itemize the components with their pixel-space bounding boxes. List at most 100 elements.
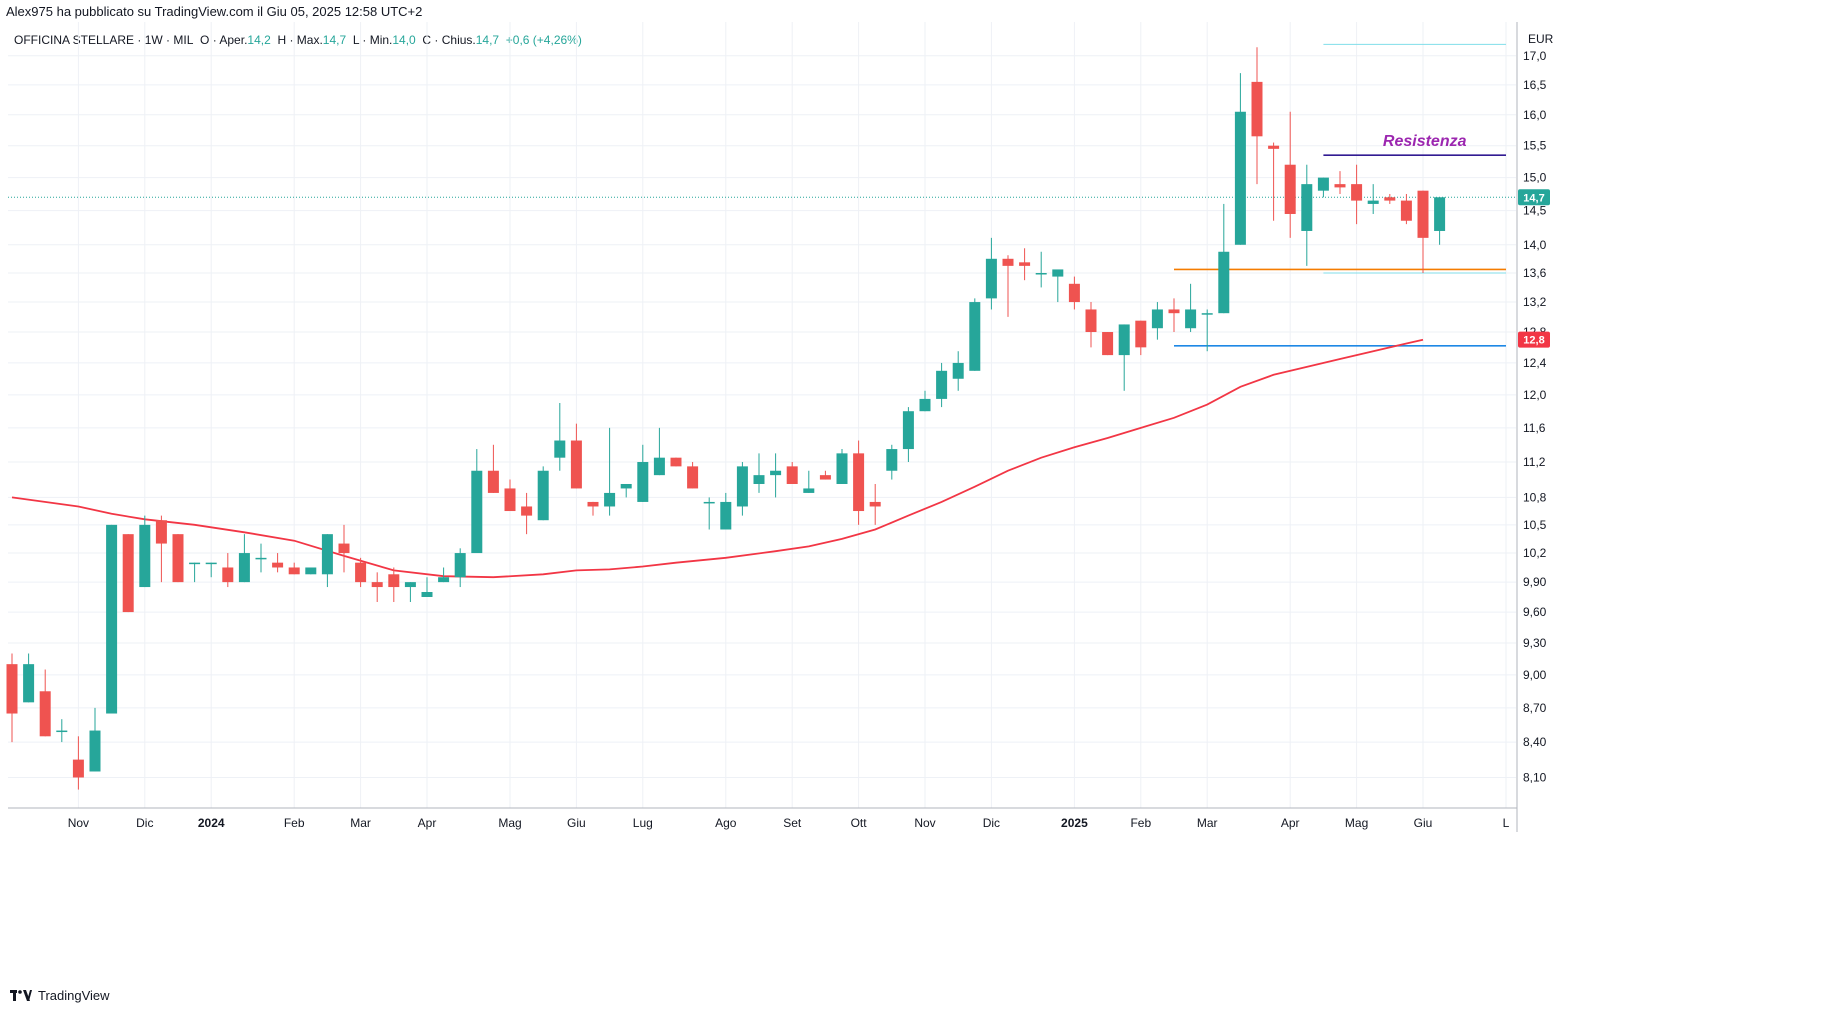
candle xyxy=(1284,111,1296,238)
candle xyxy=(1400,193,1412,225)
candle-body xyxy=(454,553,466,578)
candle xyxy=(554,402,566,471)
x-tick-label: Mag xyxy=(498,816,521,830)
candle xyxy=(770,453,782,498)
change-value: +0,6 (+4,26%) xyxy=(505,33,582,47)
candle xyxy=(23,653,35,703)
candle xyxy=(587,501,599,516)
candle xyxy=(753,453,765,493)
last-price-badge-bg xyxy=(1518,189,1550,206)
candle xyxy=(1301,164,1313,266)
candle-body xyxy=(902,411,914,450)
candle xyxy=(471,449,483,554)
candle-body xyxy=(620,483,632,489)
candle-body xyxy=(554,440,566,458)
y-tick-label: 16,5 xyxy=(1523,78,1547,92)
x-tick-label: Mag xyxy=(1345,816,1368,830)
candle xyxy=(1384,193,1396,204)
x-tick-label: Ago xyxy=(715,816,737,830)
candle-body xyxy=(1068,283,1080,303)
candle-body xyxy=(770,470,782,476)
candle-body xyxy=(1085,309,1097,333)
candle xyxy=(39,669,51,737)
x-tick-label: Apr xyxy=(1281,816,1300,830)
candle-body xyxy=(687,466,699,489)
candle xyxy=(969,298,981,371)
candle xyxy=(438,567,450,583)
candle xyxy=(1135,320,1147,356)
candle-body xyxy=(388,574,400,588)
candle-body xyxy=(222,567,234,583)
candle xyxy=(1367,184,1379,214)
candle xyxy=(1268,142,1280,221)
candle xyxy=(371,572,383,602)
candle xyxy=(902,407,914,463)
candle xyxy=(786,462,798,484)
candle xyxy=(1168,298,1180,333)
candle xyxy=(1035,251,1047,288)
candle-body xyxy=(653,457,665,476)
high-label: H · Max. xyxy=(277,33,323,47)
candle-body xyxy=(1201,313,1213,315)
candle xyxy=(122,534,134,613)
candle-body xyxy=(139,524,151,588)
y-tick-label: 15,0 xyxy=(1523,171,1547,185)
candle-body xyxy=(421,592,433,597)
candle xyxy=(404,582,416,602)
candle-body xyxy=(1019,262,1031,266)
low-label: L · Min. xyxy=(352,33,393,47)
candle-body xyxy=(1301,184,1313,231)
candle xyxy=(189,562,201,583)
candle-body xyxy=(919,398,931,412)
candle-body xyxy=(1417,190,1429,238)
symbol-name[interactable]: OFFICINA STELLARE · 1W · MIL xyxy=(14,33,194,47)
candle-body xyxy=(1234,111,1246,245)
high-value: 14,7 xyxy=(322,33,347,47)
candle-body xyxy=(272,562,284,568)
x-tick-label: Nov xyxy=(68,816,89,830)
candle xyxy=(1351,164,1363,225)
candle xyxy=(853,440,865,525)
x-tick-label: Dic xyxy=(983,816,1000,830)
candle-body xyxy=(969,302,981,371)
candle-body xyxy=(637,462,649,502)
candle-body xyxy=(288,567,300,575)
y-tick-label: 9,30 xyxy=(1523,636,1547,650)
candle xyxy=(803,470,815,493)
x-tick-label: 2025 xyxy=(1061,816,1088,830)
candle-body xyxy=(1351,184,1363,201)
candle xyxy=(272,553,284,573)
x-tick-label: Lug xyxy=(633,816,653,830)
candle-body xyxy=(504,488,516,512)
candle xyxy=(255,543,267,573)
candle-body xyxy=(321,534,333,575)
candle-body xyxy=(1035,272,1047,275)
candle xyxy=(1334,171,1346,194)
candle xyxy=(139,515,151,588)
x-tick-label: Feb xyxy=(284,816,305,830)
y-tick-label: 10,2 xyxy=(1523,546,1547,560)
candle-body xyxy=(23,664,35,703)
candle xyxy=(670,457,682,467)
horizontal-levels: Resistenza xyxy=(1174,43,1506,347)
candle xyxy=(1102,332,1114,356)
candle-body xyxy=(1367,200,1379,204)
candle-body xyxy=(189,562,201,565)
currency-label: EUR xyxy=(1528,32,1554,46)
candle-body xyxy=(736,466,748,507)
candle-body xyxy=(355,562,367,583)
candle xyxy=(637,444,649,502)
candle xyxy=(1068,276,1080,310)
candle-body xyxy=(6,664,18,714)
x-tick-label: Feb xyxy=(1130,816,1151,830)
candle xyxy=(521,492,533,535)
open-label: O · Aper. xyxy=(200,33,248,47)
candle xyxy=(89,707,101,772)
candle-body xyxy=(56,730,68,733)
candle-body xyxy=(172,534,184,583)
candle-body xyxy=(255,557,267,560)
candle-body xyxy=(305,567,317,575)
candle-body xyxy=(703,501,715,504)
candle-body xyxy=(1317,177,1329,191)
